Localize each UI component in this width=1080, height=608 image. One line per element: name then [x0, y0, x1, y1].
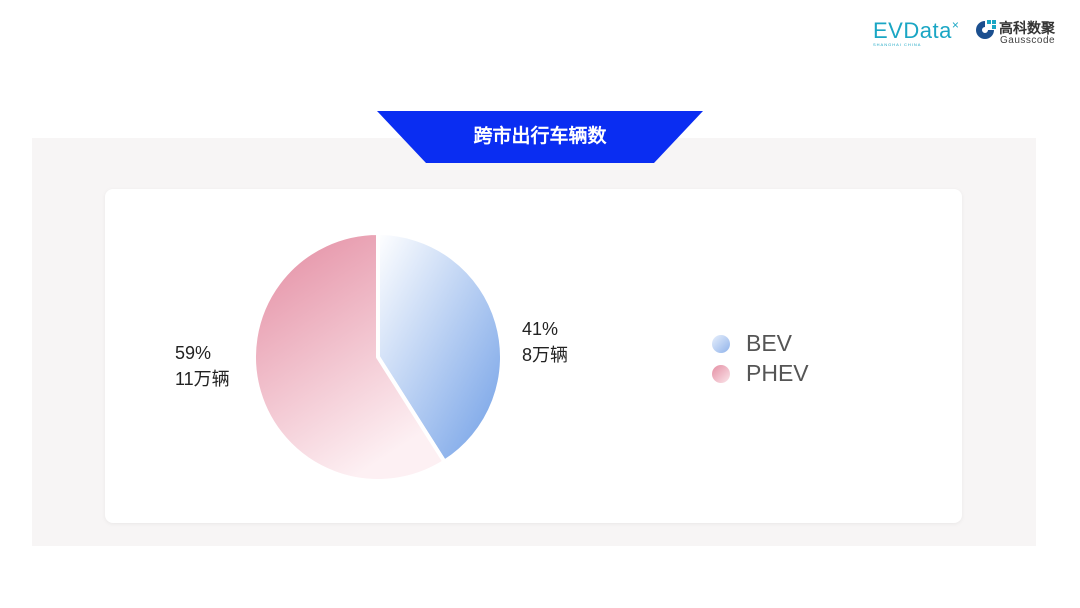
gausscode-logo: 高科数聚 Gausscode [973, 18, 1055, 47]
legend-phev-label: PHEV [746, 360, 809, 386]
legend-item-bev: BEV [712, 330, 792, 357]
legend-bev-marker [712, 334, 730, 353]
pie-slice-phev [252, 231, 447, 483]
legend-item-phev: PHEV [712, 360, 809, 387]
legend-bev-label: BEV [746, 330, 793, 356]
legend-phev-marker [712, 364, 730, 383]
chart-title: 跨市出行车辆数 [473, 126, 607, 147]
title-banner [377, 111, 703, 163]
chart-card [105, 189, 962, 523]
gausscode-logo-icon [976, 20, 996, 39]
bev-data-label: 41% 8万辆 [522, 319, 569, 365]
phev-data-label: 59% 11万辆 [175, 343, 230, 389]
evdata-logo: EVData× SHANGHAI CHINA [873, 18, 960, 47]
